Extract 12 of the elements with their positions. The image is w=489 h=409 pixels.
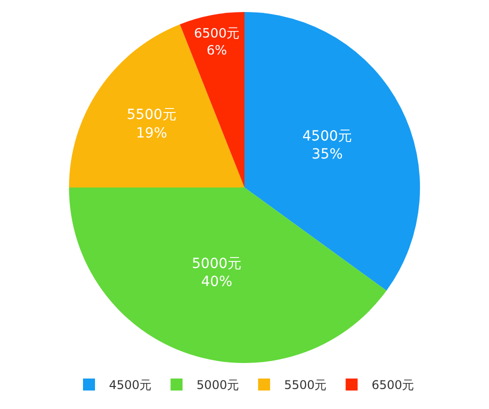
slice-label: 5000元 [192,256,242,272]
data-label: 6% [206,43,228,58]
data-label: 40% [201,274,232,290]
legend-label: 5000元 [196,378,240,392]
legend-label: 5500元 [284,378,327,392]
data-label: 35% [312,146,343,162]
slice-label: 5500元 [126,107,176,124]
data-label: 19% [136,125,168,142]
legend-label: 6500元 [372,378,414,392]
slice-label: 6500元 [194,26,240,42]
slice-label: 4500元 [302,128,352,144]
legend-label: 4500元 [109,378,152,392]
